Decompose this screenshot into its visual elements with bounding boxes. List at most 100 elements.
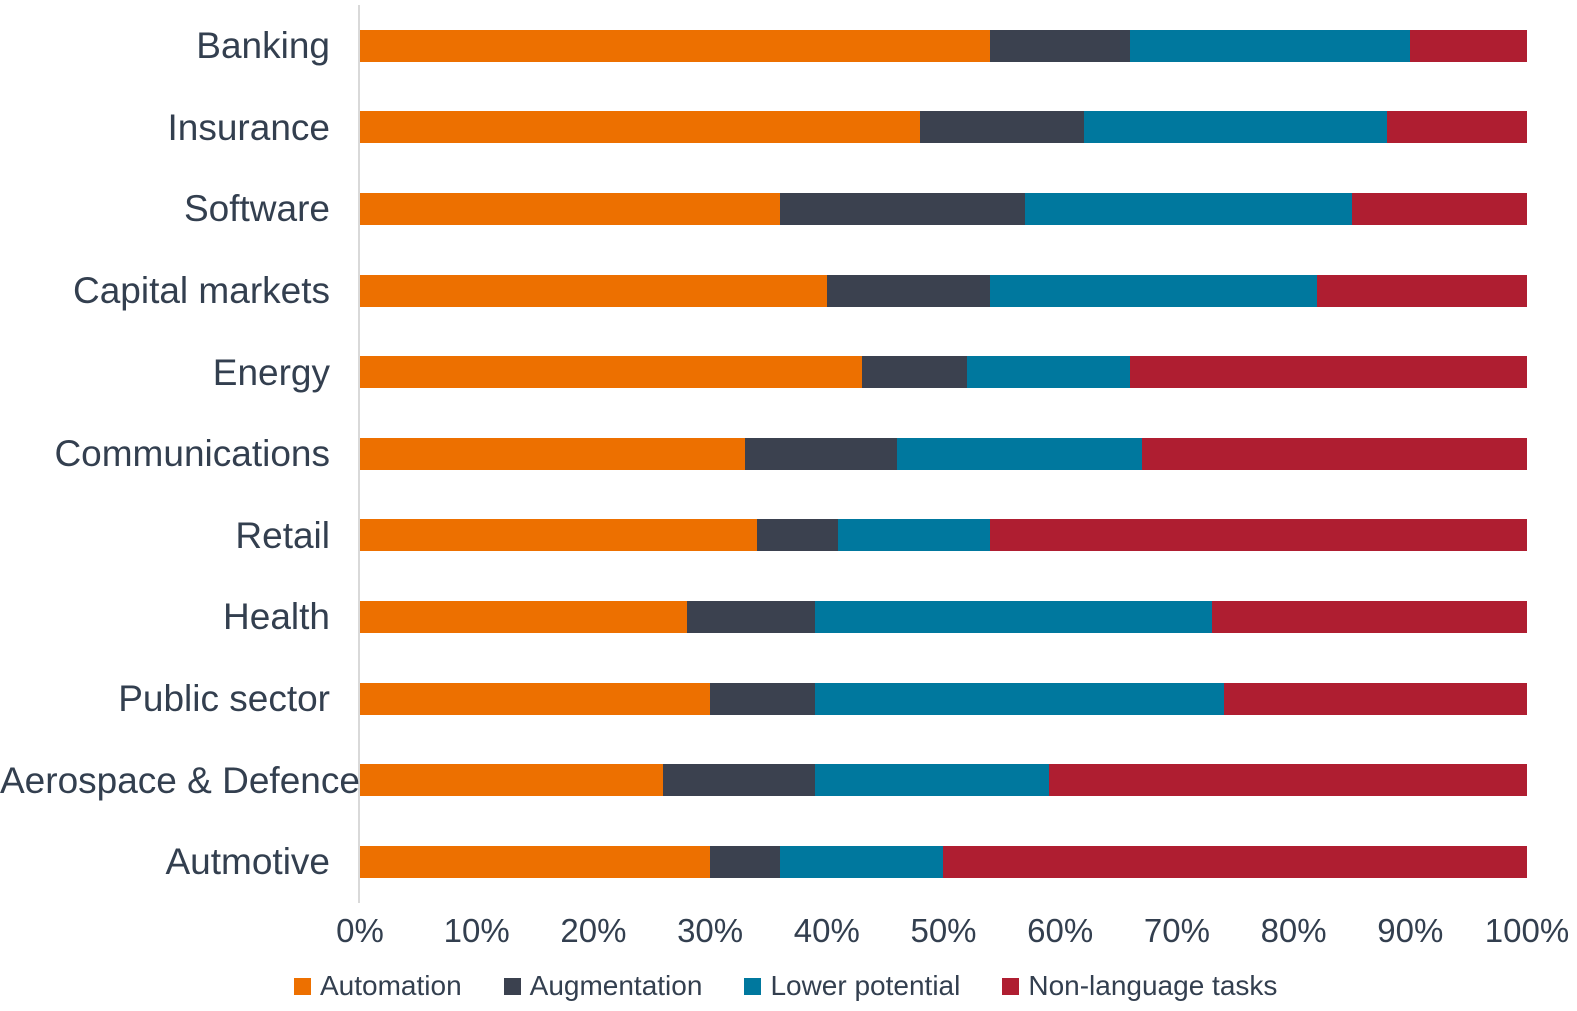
bar-track-retail	[360, 519, 1527, 552]
bar-track-aerospace-defence	[360, 764, 1527, 797]
x-axis-tick-label: 40%	[793, 912, 860, 949]
bar-segment-lower-potential	[815, 764, 1049, 797]
bar-segment-non-language-tasks	[1211, 600, 1527, 633]
bar-segment-lower-potential	[896, 437, 1142, 470]
x-axis-tick-label: 50%	[910, 912, 977, 949]
bar-track-insurance	[360, 111, 1527, 144]
x-axis-tick-label: 20%	[560, 912, 627, 949]
x-axis-tick-label: 80%	[1260, 912, 1327, 949]
bar-segment-augmentation	[745, 437, 897, 470]
category-label-aerospace-defence: Aerospace & Defence	[0, 759, 360, 801]
plot-rows: Banking Insurance Software Capital markets E…	[0, 5, 1527, 903]
x-axis-tick-label: 90%	[1377, 912, 1444, 949]
bar-segment-automation	[360, 192, 781, 225]
bar-segment-non-language-tasks	[1410, 29, 1527, 62]
bar-track-capital-markets	[360, 274, 1527, 307]
bar-segment-automation	[360, 682, 711, 715]
bar-track-autmotive	[360, 845, 1527, 878]
bar-segment-lower-potential	[838, 519, 991, 552]
bar-segment-non-language-tasks	[1130, 356, 1527, 389]
bar-track-public-sector	[360, 682, 1527, 715]
bar-track-health	[360, 600, 1527, 633]
bar-track-communications	[360, 437, 1527, 470]
category-label-banking: Banking	[196, 25, 330, 67]
x-axis-tick-label: 30%	[677, 912, 744, 949]
bar-row: Banking	[0, 5, 1527, 87]
category-label-software: Software	[183, 188, 330, 230]
category-label-retail: Retail	[235, 514, 330, 556]
bar-segment-augmentation	[710, 845, 781, 878]
bar-segment-lower-potential	[990, 274, 1317, 307]
bar-segment-augmentation	[780, 192, 1026, 225]
bar-segment-automation	[360, 600, 687, 633]
bar-segment-non-language-tasks	[1141, 437, 1527, 470]
y-axis-line	[358, 5, 360, 903]
legend-item-augmentation: Augmentation	[503, 970, 703, 1001]
category-label-insurance: Insurance	[167, 106, 331, 148]
legend-item-automation: Automation	[294, 972, 462, 1000]
category-label-energy: Energy	[212, 351, 330, 393]
bar-row: Software	[0, 168, 1527, 250]
bar-segment-lower-potential	[780, 845, 944, 878]
bar-segment-augmentation	[710, 682, 816, 715]
bar-segment-non-language-tasks	[1386, 111, 1527, 144]
bar-segment-non-language-tasks	[943, 845, 1527, 878]
legend-label-lower-potential: Lower potential	[770, 970, 961, 1001]
legend-label-non-language-tasks: Non-language tasks	[1028, 970, 1278, 1001]
bar-segment-augmentation	[663, 764, 816, 797]
x-axis-tick-label: 70%	[1143, 912, 1210, 949]
bar-segment-automation	[360, 274, 827, 307]
bar-segment-automation	[360, 519, 757, 552]
bar-segment-automation	[360, 111, 921, 144]
bar-segment-automation	[360, 356, 862, 389]
bar-track-software	[360, 192, 1527, 225]
bar-segment-non-language-tasks	[1351, 192, 1527, 225]
bar-segment-non-language-tasks	[1048, 764, 1527, 797]
legend-swatch-automation	[294, 977, 311, 995]
legend-label-automation: Automation	[320, 970, 462, 1001]
bar-segment-augmentation	[756, 519, 839, 552]
bar-segment-non-language-tasks	[1316, 274, 1527, 307]
category-label-health: Health	[223, 596, 330, 638]
bar-segment-automation	[360, 437, 746, 470]
bar-segment-lower-potential	[815, 682, 1224, 715]
legend-swatch-augmentation	[503, 977, 521, 995]
bar-segment-automation	[360, 764, 664, 797]
bar-segment-non-language-tasks	[990, 519, 1527, 552]
bar-row: Autmotive	[0, 821, 1527, 903]
bar-segment-augmentation	[861, 356, 967, 389]
bar-segment-automation	[360, 29, 991, 62]
legend-swatch-non-language-tasks	[1002, 977, 1020, 995]
category-label-communications: Communications	[54, 433, 330, 475]
legend-item-non-language-tasks: Non-language tasks	[1002, 972, 1277, 1000]
x-axis: 0% 10% 20% 30% 40% 50% 60% 70% 80% 90% 100%	[336, 912, 1569, 955]
category-label-public-sector: Public sector	[118, 678, 330, 720]
bar-segment-lower-potential	[1083, 111, 1387, 144]
bar-track-energy	[360, 356, 1527, 389]
bar-segment-augmentation	[826, 274, 991, 307]
bar-row: Retail	[0, 495, 1527, 577]
bar-row: Capital markets	[0, 250, 1527, 332]
bar-row: Aerospace & Defence	[0, 739, 1527, 821]
bar-segment-augmentation	[920, 111, 1084, 144]
bar-segment-augmentation	[686, 600, 816, 633]
legend: Automation Augmentation Lower potential Non…	[294, 972, 1277, 1000]
legend-swatch-lower-potential	[744, 977, 762, 995]
bar-segment-lower-potential	[815, 600, 1212, 633]
bar-segment-lower-potential	[966, 356, 1131, 389]
bar-row: Insurance	[0, 87, 1527, 169]
x-axis-tick-label: 60%	[1027, 912, 1094, 949]
category-label-capital-markets: Capital markets	[72, 270, 330, 312]
bar-row: Energy	[0, 331, 1527, 413]
x-axis-tick-label: 0%	[336, 912, 384, 949]
bar-segment-automation	[360, 845, 711, 878]
legend-label-augmentation: Augmentation	[529, 970, 703, 1001]
bar-segment-augmentation	[990, 29, 1131, 62]
bar-track-banking	[360, 29, 1527, 62]
legend-item-lower-potential: Lower potential	[744, 972, 960, 1000]
bar-row: Health	[0, 576, 1527, 658]
category-label-autmotive: Autmotive	[165, 841, 330, 883]
bar-segment-lower-potential	[1025, 192, 1352, 225]
bar-segment-lower-potential	[1130, 29, 1411, 62]
